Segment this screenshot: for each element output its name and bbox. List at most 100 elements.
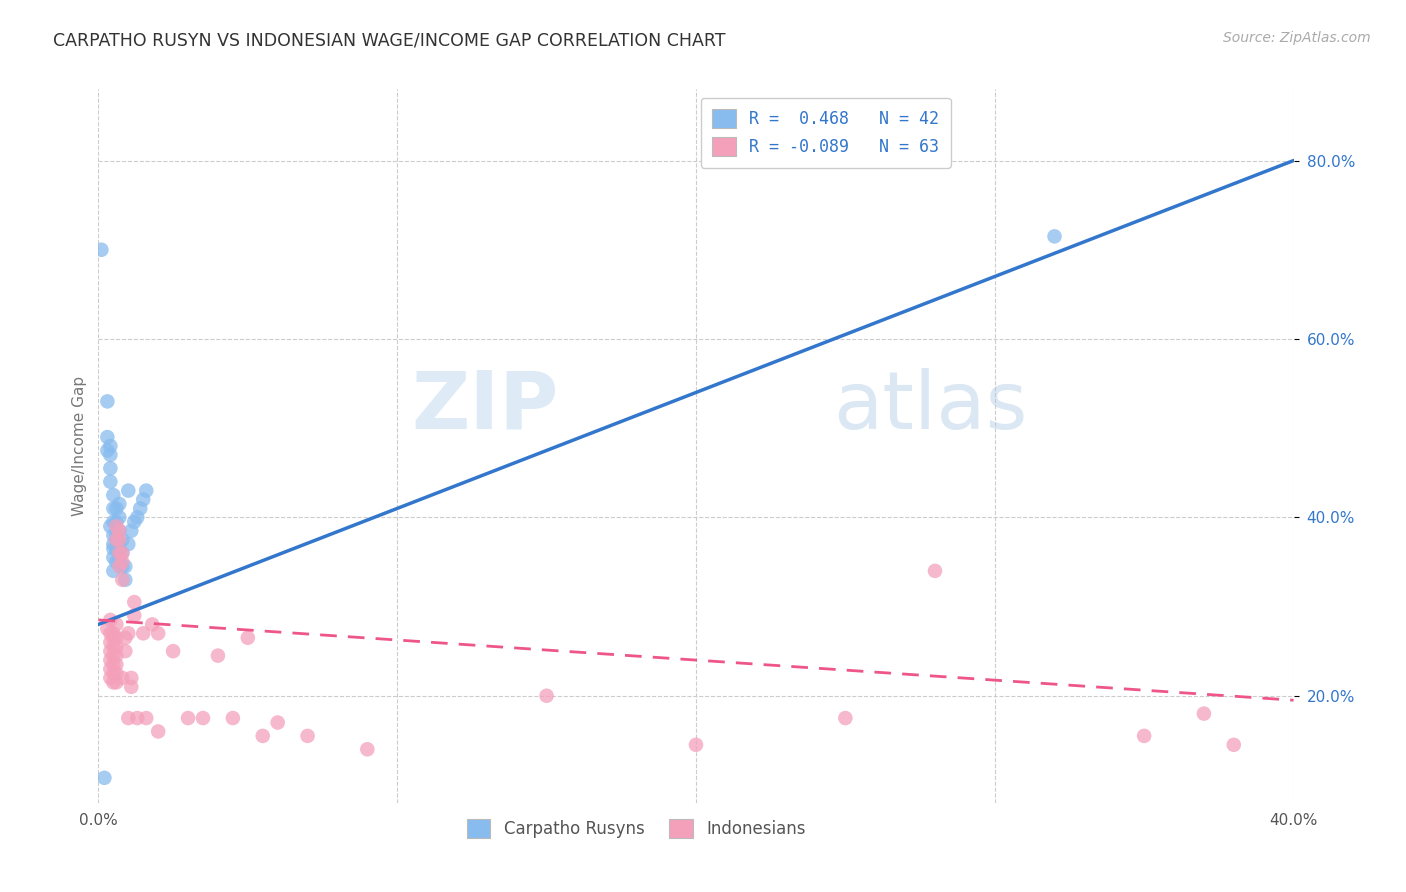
Point: [120, 524, 142, 538]
Point: [105, 640, 128, 654]
Point: [105, 617, 128, 632]
Point: [924, 564, 946, 578]
Point: [105, 631, 128, 645]
Point: [111, 573, 134, 587]
Point: [105, 515, 128, 529]
Point: [103, 657, 125, 672]
Point: [108, 533, 131, 547]
Point: [191, 711, 214, 725]
Point: [1043, 229, 1066, 244]
Point: [124, 515, 146, 529]
Point: [1192, 706, 1215, 721]
Point: [148, 626, 170, 640]
Point: [114, 559, 136, 574]
Point: [236, 631, 259, 645]
Point: [141, 617, 163, 632]
Point: [93, 771, 115, 785]
Point: [117, 537, 139, 551]
Point: [111, 671, 134, 685]
Point: [356, 742, 378, 756]
Point: [108, 550, 131, 565]
Point: [98, 653, 122, 667]
Point: [124, 608, 146, 623]
Point: [103, 501, 125, 516]
Point: [105, 519, 128, 533]
Point: [114, 644, 136, 658]
Point: [117, 483, 139, 498]
Point: [98, 461, 122, 475]
Point: [105, 657, 128, 672]
Point: [96, 430, 118, 444]
Point: [207, 648, 229, 663]
Point: [108, 497, 131, 511]
Point: [114, 573, 136, 587]
Point: [105, 648, 128, 663]
Point: [111, 555, 134, 569]
Point: [103, 515, 125, 529]
Point: [252, 729, 274, 743]
Point: [103, 626, 125, 640]
Point: [148, 724, 170, 739]
Point: [124, 595, 146, 609]
Point: [222, 711, 245, 725]
Point: [105, 528, 128, 542]
Point: [127, 711, 149, 725]
Point: [98, 439, 122, 453]
Point: [127, 510, 149, 524]
Point: [108, 537, 131, 551]
Point: [96, 622, 118, 636]
Point: [98, 448, 122, 462]
Point: [98, 635, 122, 649]
Point: [111, 559, 134, 574]
Point: [1223, 738, 1246, 752]
Point: [162, 644, 184, 658]
Point: [103, 564, 125, 578]
Point: [129, 501, 152, 516]
Point: [98, 644, 122, 658]
Point: [108, 510, 131, 524]
Point: [96, 443, 118, 458]
Point: [297, 729, 319, 743]
Point: [132, 492, 155, 507]
Legend: Carpatho Rusyns, Indonesians: Carpatho Rusyns, Indonesians: [460, 812, 813, 845]
Point: [114, 631, 136, 645]
Point: [108, 524, 131, 538]
Point: [103, 488, 125, 502]
Point: [103, 528, 125, 542]
Point: [103, 640, 125, 654]
Y-axis label: Wage/Income Gap: Wage/Income Gap: [72, 376, 87, 516]
Point: [108, 546, 131, 560]
Point: [105, 501, 128, 516]
Point: [98, 613, 122, 627]
Point: [117, 626, 139, 640]
Point: [105, 541, 128, 556]
Point: [267, 715, 290, 730]
Point: [1133, 729, 1156, 743]
Point: [98, 662, 122, 676]
Point: [103, 631, 125, 645]
Point: [98, 626, 122, 640]
Point: [98, 475, 122, 489]
Text: Source: ZipAtlas.com: Source: ZipAtlas.com: [1223, 31, 1371, 45]
Point: [108, 524, 131, 538]
Point: [103, 537, 125, 551]
Point: [120, 680, 142, 694]
Point: [103, 675, 125, 690]
Text: atlas: atlas: [834, 368, 1028, 446]
Point: [135, 711, 157, 725]
Point: [135, 483, 157, 498]
Text: CARPATHO RUSYN VS INDONESIAN WAGE/INCOME GAP CORRELATION CHART: CARPATHO RUSYN VS INDONESIAN WAGE/INCOME…: [53, 31, 725, 49]
Point: [834, 711, 856, 725]
Point: [108, 559, 131, 574]
Point: [120, 671, 142, 685]
Point: [90, 243, 112, 257]
Point: [117, 711, 139, 725]
Point: [103, 648, 125, 663]
Point: [132, 626, 155, 640]
Point: [98, 671, 122, 685]
Point: [105, 675, 128, 690]
Point: [111, 546, 134, 560]
Point: [105, 533, 128, 547]
Text: ZIP: ZIP: [412, 368, 558, 446]
Point: [177, 711, 200, 725]
